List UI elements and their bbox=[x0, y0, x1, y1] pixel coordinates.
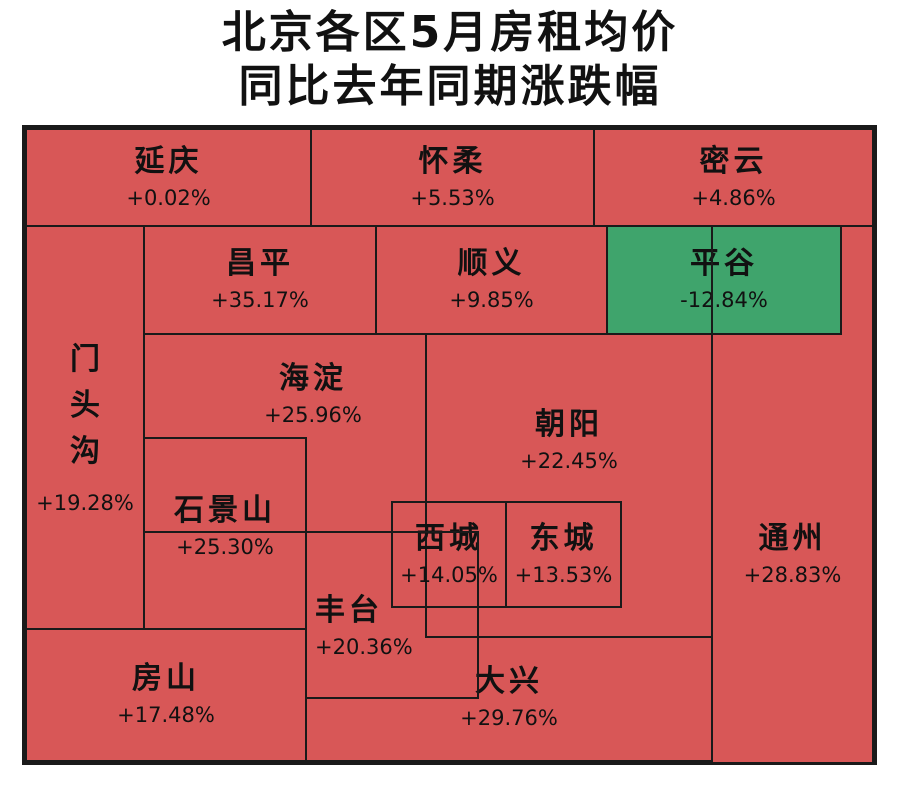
region-value: +25.96% bbox=[264, 403, 362, 427]
region-pinggu: 平谷 -12.84% bbox=[606, 225, 842, 335]
region-shunyi: 顺义 +9.85% bbox=[375, 225, 608, 335]
region-value: +9.85% bbox=[449, 288, 534, 312]
region-name: 朝阳 bbox=[535, 407, 603, 442]
region-name: 门头沟 bbox=[70, 341, 100, 469]
region-name: 延庆 bbox=[134, 143, 203, 179]
region-tongzhou: 通州 +28.83% bbox=[711, 225, 874, 765]
chart-title: 北京各区5月房租均价 同比去年同期涨跌幅 bbox=[0, 6, 900, 114]
region-name: 石景山 bbox=[174, 493, 276, 528]
region-name: 大兴 bbox=[475, 664, 543, 699]
region-name: 昌平 bbox=[226, 246, 294, 281]
region-shijingshan: 石景山 +25.30% bbox=[143, 437, 307, 630]
region-name: 海淀 bbox=[279, 361, 347, 396]
region-value: +19.28% bbox=[36, 490, 134, 515]
region-value: +13.53% bbox=[514, 562, 613, 587]
region-fangshan: 房山 +17.48% bbox=[25, 628, 307, 762]
region-name: 丰台 bbox=[315, 593, 383, 628]
region-changping: 昌平 +35.17% bbox=[143, 225, 377, 335]
region-name: 通州 bbox=[758, 521, 827, 556]
district-map: 延庆 +0.02% 怀柔 +5.53% 密云 +4.86% 门头沟 +19.28… bbox=[22, 125, 877, 765]
region-name: 东城 bbox=[529, 520, 598, 556]
region-xicheng: 西城 +14.05% bbox=[391, 501, 507, 608]
region-value: +4.86% bbox=[691, 185, 776, 210]
region-name: 西城 bbox=[415, 520, 483, 556]
region-value: +17.48% bbox=[117, 703, 215, 727]
region-value: +35.17% bbox=[211, 288, 309, 312]
region-haidian: 海淀 +25.96% bbox=[143, 333, 427, 533]
region-value: +5.53% bbox=[410, 185, 495, 210]
region-value: +28.83% bbox=[743, 563, 842, 587]
region-value: +22.45% bbox=[520, 449, 618, 473]
region-dongcheng: 东城 +13.53% bbox=[505, 501, 622, 608]
region-value: +20.36% bbox=[315, 635, 413, 659]
region-mentougou: 门头沟 +19.28% bbox=[25, 225, 145, 630]
region-name: 密云 bbox=[699, 143, 768, 179]
region-name: 平谷 bbox=[690, 246, 758, 281]
region-name: 怀柔 bbox=[418, 143, 487, 179]
region-name: 顺义 bbox=[457, 246, 526, 281]
region-value: -12.84% bbox=[680, 288, 768, 312]
title-line-1: 北京各区5月房租均价 bbox=[221, 7, 679, 58]
region-value: +0.02% bbox=[126, 185, 211, 210]
region-value: +14.05% bbox=[400, 562, 498, 587]
region-huairou: 怀柔 +5.53% bbox=[310, 128, 595, 227]
title-line-2: 同比去年同期涨跌幅 bbox=[238, 61, 662, 112]
daxing-top-edge bbox=[477, 636, 713, 638]
region-daxing: 大兴 +29.76% bbox=[305, 636, 713, 762]
region-value: +29.76% bbox=[460, 706, 558, 730]
region-value: +25.30% bbox=[176, 535, 274, 559]
region-miyun: 密云 +4.86% bbox=[593, 128, 874, 227]
region-name: 房山 bbox=[132, 661, 200, 696]
region-yanqing: 延庆 +0.02% bbox=[25, 128, 312, 227]
